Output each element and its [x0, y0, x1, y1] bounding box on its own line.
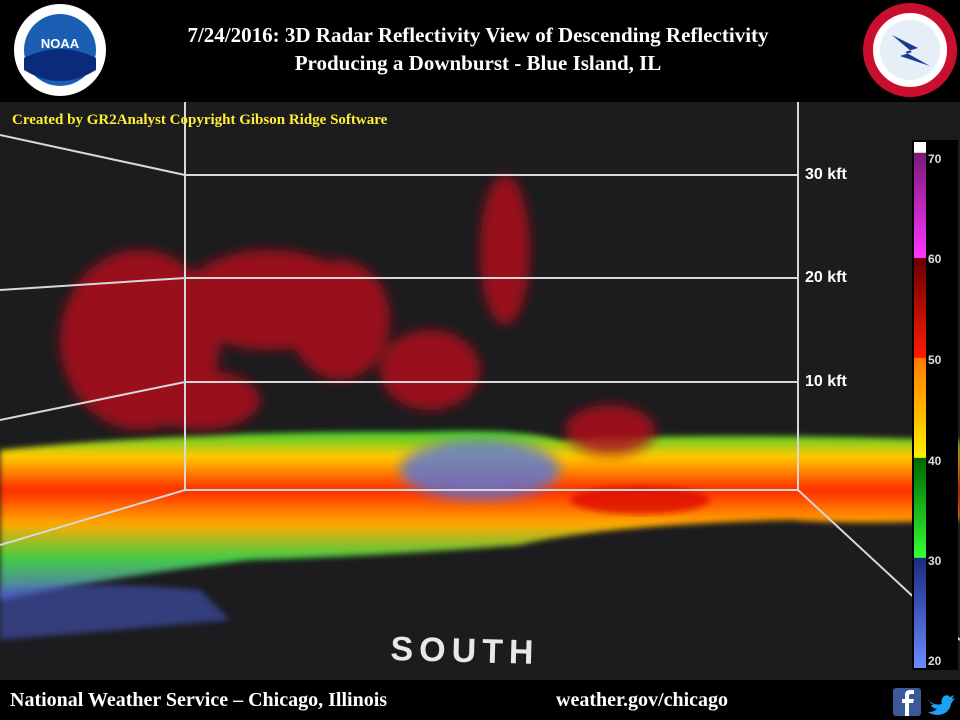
- footer: [0, 680, 960, 720]
- elevated-reflectivity: [60, 175, 655, 455]
- ground-blue-patch: [400, 440, 560, 500]
- cloud-core: [140, 370, 260, 430]
- grid-left-20: [0, 277, 186, 291]
- grid-floor-left: [0, 489, 186, 546]
- title-line1: 7/24/2016: 3D Radar Reflectivity View of…: [187, 23, 769, 47]
- header: [0, 0, 960, 102]
- cloud-core: [380, 330, 480, 410]
- nws-logo-ring: [863, 3, 957, 97]
- height-grid: [0, 102, 960, 641]
- colorbar: [914, 142, 926, 668]
- colorbar-label: 50: [928, 353, 942, 367]
- height-label: 20 kft: [805, 269, 847, 286]
- colorbar-label: 60: [928, 252, 942, 266]
- height-label: 30 kft: [805, 166, 847, 183]
- grid-left-30: [0, 134, 186, 176]
- footer-right: weather.gov/chicago: [556, 689, 728, 711]
- colorbar-label: 40: [928, 454, 942, 468]
- colorbar-label: 30: [928, 554, 942, 568]
- noaa-logo-text: NOAA: [41, 36, 80, 51]
- cloud-core: [480, 175, 530, 325]
- noaa-logo-wave: [24, 49, 96, 81]
- title-line2: Producing a Downburst - Blue Island, IL: [295, 51, 662, 75]
- cloud-core: [290, 260, 390, 380]
- grid-left-10: [0, 381, 186, 421]
- credit: Created by GR2Analyst Copyright Gibson R…: [12, 112, 388, 128]
- colorbar-label: 20: [928, 654, 942, 668]
- cloud-core: [565, 405, 655, 455]
- direction-label: SOUTH: [390, 630, 540, 672]
- ground-reflectivity: [0, 431, 960, 600]
- facebook-glyph: [902, 690, 914, 716]
- ground-red-patch: [570, 486, 710, 514]
- colorbar-labels: 70 60 50 40 30 20: [928, 152, 942, 668]
- height-label: 10 kft: [805, 373, 847, 390]
- ground-blue-edge: [0, 585, 230, 640]
- footer-left: National Weather Service – Chicago, Illi…: [10, 689, 387, 711]
- nws-logo-bolt: [892, 35, 930, 66]
- twitter-icon[interactable]: [928, 695, 955, 715]
- colorbar-label: 70: [928, 152, 942, 166]
